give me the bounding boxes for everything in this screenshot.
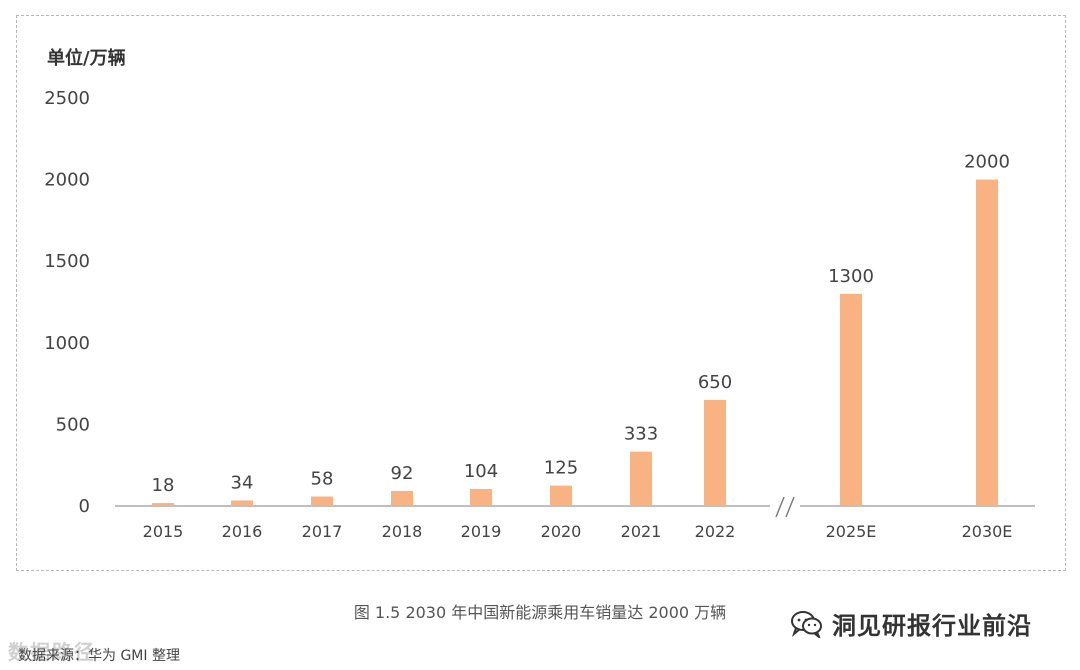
unit-label: 单位/万辆 <box>47 48 126 69</box>
y-axis-ticks: 0 500 1000 1500 2000 2500 <box>44 88 90 517</box>
bar-2019 <box>470 489 492 506</box>
data-label-2017: 58 <box>311 469 334 490</box>
bar-2015 <box>152 503 174 506</box>
x-tick-label-2019: 2019 <box>461 522 502 541</box>
data-label-2022: 650 <box>698 372 732 393</box>
x-tick-label-2020: 2020 <box>541 522 582 541</box>
bar-2016 <box>231 500 253 506</box>
x-tick-label-2030E: 2030E <box>962 522 1013 541</box>
y-tick-label-2500: 2500 <box>44 88 90 109</box>
x-tick-label-2021: 2021 <box>621 522 662 541</box>
break-slash-1 <box>775 496 785 518</box>
bar-2022 <box>704 399 726 506</box>
x-tick-label-2022: 2022 <box>695 522 736 541</box>
x-tick-label-2017: 2017 <box>302 522 343 541</box>
bar-2025E <box>840 293 862 506</box>
bar-2021 <box>630 451 652 506</box>
data-label-2015: 18 <box>152 475 175 496</box>
bars <box>152 179 998 506</box>
x-axis-ticks: 2015 2016 2017 2018 2019 2020 2021 2022 2025E 203… <box>143 522 1013 541</box>
figure-caption: 图 1.5 2030 年中国新能源乘用车销量达 2000 万辆 <box>353 603 727 622</box>
watermark: 数据路径 <box>8 640 96 664</box>
data-label-2025E: 1300 <box>828 266 874 287</box>
break-slash-2 <box>785 496 795 518</box>
data-labels: 18 34 58 92 104 125 333 650 1300 2000 <box>152 152 1010 496</box>
y-tick-label-0: 0 <box>79 496 90 517</box>
data-label-2030E: 2000 <box>964 152 1010 173</box>
bar-2020 <box>550 485 572 506</box>
source-note: 数据来源：华为 GMI 整理 <box>18 648 180 664</box>
brand-text: 洞见研报行业前沿 <box>832 612 1032 640</box>
bar-2017 <box>311 496 333 506</box>
y-tick-label-500: 500 <box>56 414 90 435</box>
x-tick-label-2018: 2018 <box>382 522 423 541</box>
axis-break-mark <box>775 496 795 518</box>
bar-2018 <box>391 490 413 506</box>
y-tick-label-2000: 2000 <box>44 170 90 191</box>
chart-frame <box>16 15 1066 571</box>
data-label-2016: 34 <box>231 472 254 493</box>
y-tick-label-1000: 1000 <box>44 333 90 354</box>
bar-2030E <box>976 179 998 506</box>
data-label-2019: 104 <box>464 461 498 482</box>
y-tick-label-1500: 1500 <box>44 251 90 272</box>
data-label-2018: 92 <box>391 463 414 484</box>
data-label-2020: 125 <box>544 458 578 479</box>
data-label-2021: 333 <box>624 424 658 445</box>
brand-tag: 洞见研报行业前沿 <box>790 606 1032 641</box>
bar-chart: 0 500 1000 1500 2000 2500 18 34 58 92 104 125 333 65… <box>44 88 1035 541</box>
wechat-icon <box>791 610 822 638</box>
x-tick-label-2016: 2016 <box>222 522 263 541</box>
x-tick-label-2025E: 2025E <box>826 522 877 541</box>
x-tick-label-2015: 2015 <box>143 522 184 541</box>
